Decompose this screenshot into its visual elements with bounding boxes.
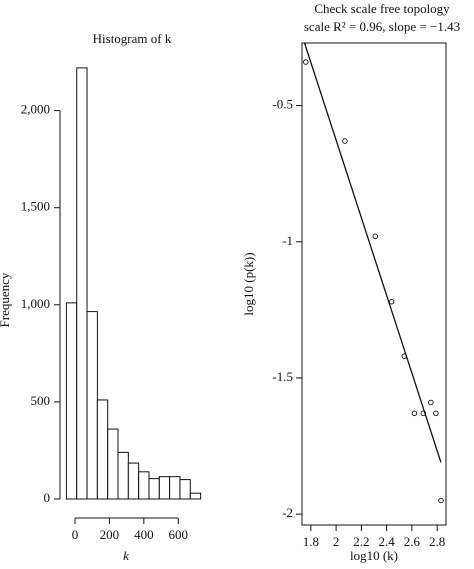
- point: [388, 298, 395, 305]
- y-tick-label: 0: [44, 490, 51, 505]
- chart-title: Check scale free topology: [314, 1, 450, 16]
- y-tick-label: -1: [282, 233, 293, 248]
- bar: [189, 492, 202, 500]
- x-tick-label: 0: [72, 527, 79, 542]
- point: [342, 138, 348, 144]
- bar: [86, 311, 98, 500]
- y-tick-label: -2: [282, 505, 293, 520]
- x-tick-label: 600: [168, 527, 188, 542]
- x-tick-label: 1.8: [303, 534, 319, 549]
- x-tick-label: 400: [134, 527, 154, 542]
- x-tick-label: 2.2: [353, 534, 369, 549]
- point: [411, 410, 418, 417]
- y-tick-label: 500: [31, 393, 51, 408]
- chart-title: Histogram of k: [93, 31, 172, 46]
- point: [438, 497, 444, 504]
- y-axis-label: log10 (p(k)): [241, 252, 256, 315]
- bar: [65, 302, 78, 500]
- bar: [169, 476, 181, 500]
- y-tick-label: 1,000: [21, 296, 50, 311]
- x-tick-label: 2.8: [429, 534, 445, 549]
- bar: [158, 476, 171, 500]
- y-tick-label: -0.5: [272, 97, 293, 112]
- bar: [76, 67, 88, 500]
- point: [420, 410, 427, 417]
- bar: [107, 428, 119, 500]
- x-axis-label: log10 (k): [350, 548, 398, 563]
- y-tick-label: 1,500: [21, 199, 50, 214]
- x-tick-label: 2: [333, 534, 340, 549]
- x-tick-label: 2.4: [379, 534, 396, 549]
- bar: [96, 399, 109, 500]
- y-tick-label: 2,000: [21, 102, 50, 117]
- x-tick-label: 200: [100, 527, 120, 542]
- y-tick-label: -1.5: [272, 369, 293, 384]
- point: [372, 233, 379, 240]
- point: [428, 399, 434, 406]
- point: [433, 410, 439, 417]
- chart-subtitle: scale R² = 0.96, slope = −1.43: [304, 19, 460, 34]
- bar: [127, 462, 140, 500]
- fit-line: [303, 42, 442, 463]
- y-axis-label: Frequency: [0, 272, 12, 327]
- bar: [117, 451, 129, 500]
- bar: [138, 471, 150, 500]
- point: [303, 59, 309, 65]
- bar: [179, 479, 191, 500]
- plot-frame: [301, 42, 447, 526]
- x-tick-label: 2.6: [404, 534, 421, 549]
- x-axis-label: k: [123, 548, 129, 563]
- bar: [148, 478, 160, 500]
- point: [401, 353, 408, 359]
